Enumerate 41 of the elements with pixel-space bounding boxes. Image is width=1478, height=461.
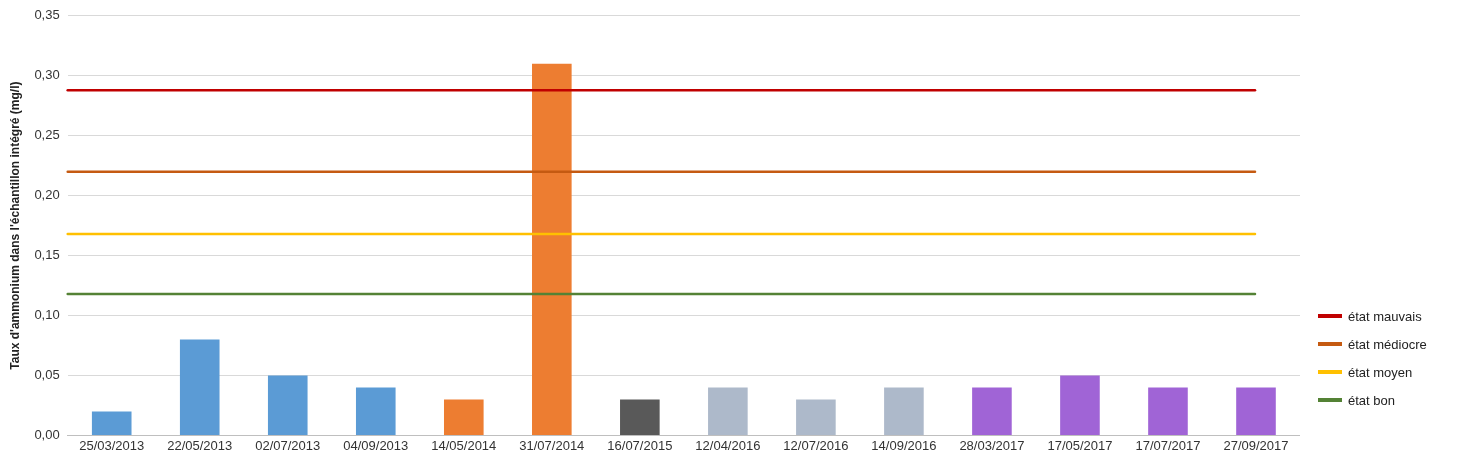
- bar: [884, 387, 924, 435]
- bar: [443, 399, 484, 435]
- y-tick-label: 0,30: [34, 67, 60, 83]
- bar: [620, 399, 660, 435]
- y-axis-title: Taux d'ammonium dans l'échantillon intégré (mg/l): [7, 81, 22, 370]
- y-tick-label: 0,20: [34, 187, 60, 203]
- bar: [1236, 387, 1276, 435]
- x-tick-label: 31/07/2014: [519, 437, 585, 453]
- x-tick-label: 27/09/2017: [1223, 437, 1289, 453]
- bar: [267, 375, 308, 435]
- x-tick-label: 02/07/2013: [255, 437, 321, 453]
- legend-label: état moyen: [1348, 364, 1413, 380]
- x-tick-label: 28/03/2017: [959, 437, 1025, 453]
- y-tick-label: 0,25: [34, 127, 60, 143]
- bar: [179, 339, 220, 435]
- bar: [796, 399, 836, 435]
- bar: [1060, 375, 1100, 435]
- x-tick-label: 12/04/2016: [695, 437, 761, 453]
- x-tick-label: 14/09/2016: [871, 437, 937, 453]
- bar: [972, 387, 1012, 435]
- y-tick-label: 0,35: [34, 7, 60, 23]
- x-tick-label: 12/07/2016: [783, 437, 849, 453]
- bar: [1148, 387, 1188, 435]
- x-tick-label: 16/07/2015: [607, 437, 673, 453]
- y-tick-label: 0,15: [34, 247, 60, 263]
- x-tick-label: 22/05/2013: [167, 437, 233, 453]
- x-tick-label: 17/07/2017: [1135, 437, 1201, 453]
- x-tick-label: 17/05/2017: [1047, 437, 1113, 453]
- bar: [708, 387, 748, 435]
- bar: [532, 63, 572, 435]
- x-tick-label: 04/09/2013: [343, 437, 409, 453]
- bar: [355, 387, 396, 435]
- legend-label: état mauvais: [1348, 308, 1422, 324]
- y-tick-label: 0,05: [34, 367, 60, 383]
- x-tick-label: 14/05/2014: [431, 437, 497, 453]
- y-tick-label: 0,00: [34, 426, 60, 442]
- bar: [91, 411, 132, 435]
- legend-label: état médiocre: [1348, 336, 1427, 352]
- legend-label: état bon: [1348, 392, 1395, 408]
- x-tick-label: 25/03/2013: [79, 437, 145, 453]
- y-tick-label: 0,10: [34, 307, 60, 323]
